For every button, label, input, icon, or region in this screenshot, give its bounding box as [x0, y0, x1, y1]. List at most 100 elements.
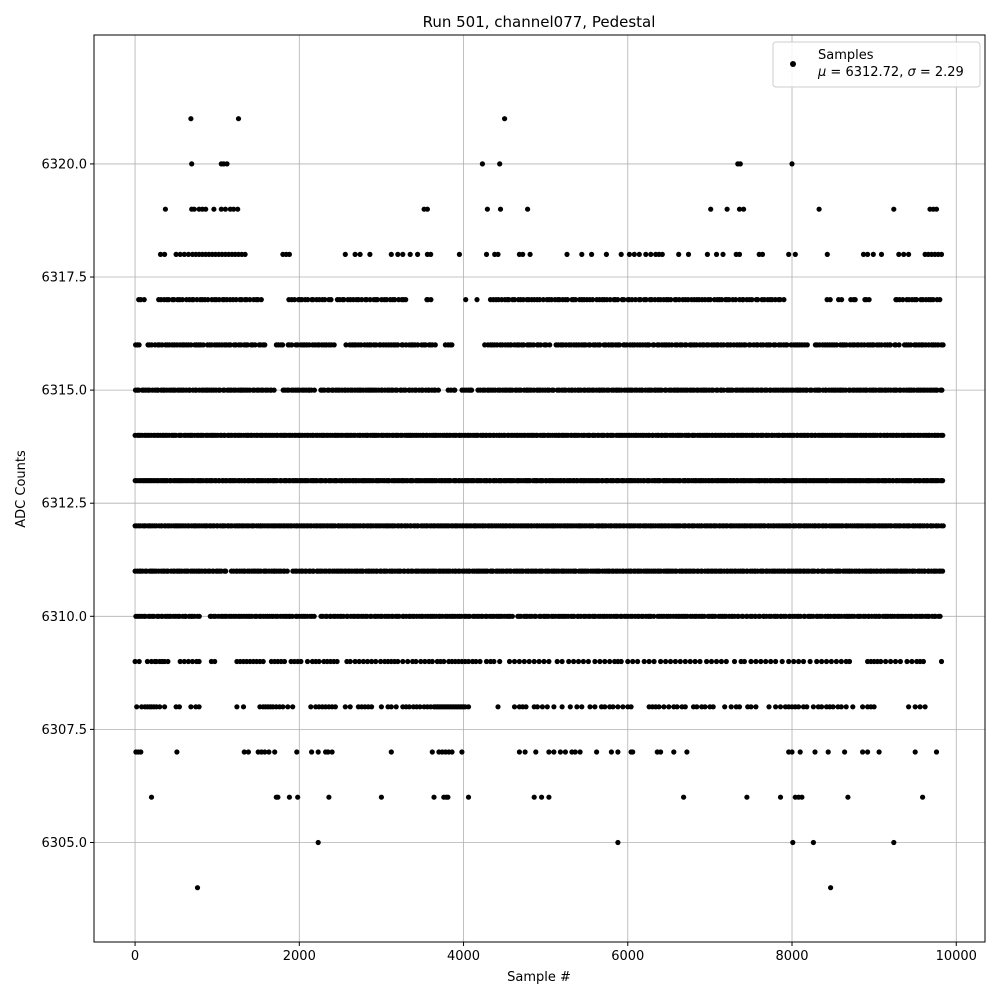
data-point	[539, 704, 546, 710]
data-point	[394, 387, 400, 393]
data-point	[866, 297, 872, 303]
data-point	[757, 613, 763, 619]
x-tick-label: 8000	[775, 949, 808, 964]
data-point	[539, 794, 545, 800]
data-point	[546, 749, 552, 755]
data-point	[407, 251, 413, 257]
data-point	[534, 704, 541, 710]
data-point	[845, 794, 851, 800]
data-point	[740, 613, 746, 619]
data-point	[607, 658, 613, 665]
data-point	[786, 251, 792, 257]
data-point	[819, 658, 825, 665]
data-point	[473, 658, 479, 665]
data-point	[452, 387, 458, 393]
data-point	[804, 704, 810, 710]
data-point	[625, 658, 631, 665]
data-point	[185, 658, 191, 665]
data-point	[896, 342, 902, 348]
data-point	[637, 297, 644, 303]
data-point	[669, 342, 675, 348]
data-point	[621, 297, 627, 303]
data-point	[157, 704, 163, 710]
data-point	[701, 613, 707, 619]
data-point	[676, 297, 682, 303]
data-point	[796, 658, 802, 665]
data-point	[870, 251, 876, 257]
data-point	[291, 297, 298, 303]
data-point	[784, 342, 790, 348]
legend-series-label: Samples	[818, 48, 874, 63]
data-point	[651, 658, 657, 665]
data-point	[258, 297, 264, 303]
data-point	[497, 161, 503, 167]
data-point	[483, 658, 490, 665]
data-point	[667, 658, 674, 665]
data-point	[212, 658, 218, 665]
data-point	[275, 794, 281, 800]
data-point	[891, 839, 897, 846]
data-point	[465, 658, 472, 665]
data-point	[833, 658, 840, 665]
data-point	[162, 206, 168, 212]
data-point	[205, 297, 211, 303]
data-point	[284, 568, 290, 574]
data-point	[658, 749, 664, 755]
data-point	[807, 658, 813, 665]
data-point	[435, 387, 441, 393]
data-point	[218, 206, 224, 212]
data-point	[465, 704, 472, 710]
data-point	[497, 206, 504, 212]
data-point	[663, 658, 669, 665]
data-point	[177, 658, 183, 665]
data-point	[610, 704, 616, 710]
data-point	[594, 749, 600, 755]
data-point	[920, 658, 927, 665]
data-point	[396, 613, 402, 619]
legend-mu-value: = 6312.72,	[826, 65, 907, 80]
data-point	[367, 297, 373, 303]
data-point	[810, 839, 817, 846]
legend-sigma-value: = 2.29	[916, 65, 964, 80]
data-point	[522, 749, 528, 755]
data-point	[369, 704, 375, 710]
data-point	[506, 297, 512, 303]
data-point	[843, 704, 849, 710]
data-point	[773, 704, 779, 710]
x-axis-ticks: 0 2000 4000 6000 8000 10000	[131, 942, 977, 964]
data-point	[289, 613, 295, 619]
data-point	[326, 794, 332, 800]
data-point	[635, 658, 641, 665]
data-point	[176, 704, 182, 710]
data-point	[367, 251, 373, 257]
data-point	[520, 297, 526, 303]
data-point	[465, 794, 472, 800]
data-point	[378, 704, 384, 710]
data-point	[374, 297, 380, 303]
data-point	[631, 251, 637, 257]
data-point	[722, 704, 728, 710]
data-point	[280, 342, 286, 348]
data-point	[546, 794, 552, 800]
data-point	[166, 297, 172, 303]
data-point	[516, 749, 523, 755]
data-point	[289, 342, 295, 348]
data-point	[938, 658, 945, 665]
data-point	[477, 658, 483, 665]
data-point	[523, 704, 529, 710]
data-point	[940, 342, 946, 348]
data-point	[791, 658, 797, 665]
data-point	[405, 658, 411, 665]
data-point	[865, 251, 871, 257]
data-point	[759, 251, 766, 257]
plot-frame	[93, 34, 986, 943]
data-point	[723, 658, 729, 665]
data-point	[933, 749, 940, 755]
data-point	[694, 704, 700, 710]
data-point	[744, 794, 750, 800]
data-point	[544, 704, 550, 710]
data-point	[892, 658, 899, 665]
data-point	[328, 297, 334, 303]
data-point	[181, 658, 187, 665]
data-point	[132, 658, 138, 665]
